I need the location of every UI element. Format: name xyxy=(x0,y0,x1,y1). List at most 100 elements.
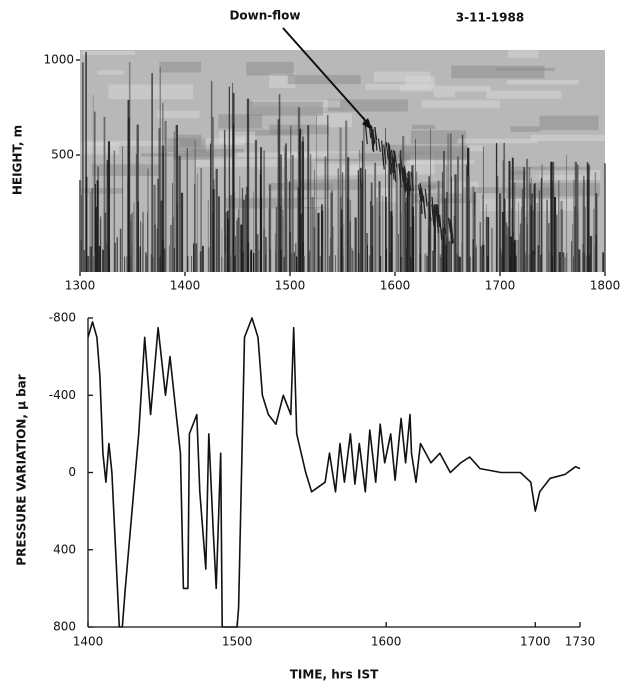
texture xyxy=(383,144,387,164)
texture xyxy=(447,217,452,233)
y-tick-label: 800 xyxy=(53,620,76,634)
arrow xyxy=(282,27,373,129)
texture xyxy=(449,219,453,245)
texture xyxy=(174,151,214,160)
texture xyxy=(224,197,325,209)
texture xyxy=(389,150,393,174)
texture xyxy=(91,164,160,176)
texture xyxy=(403,165,408,180)
texture xyxy=(398,163,402,184)
texture xyxy=(424,188,428,207)
texture xyxy=(410,130,467,144)
texture xyxy=(404,174,408,190)
texture xyxy=(84,140,181,147)
x-tick-label: 1800 xyxy=(590,279,620,293)
texture xyxy=(427,202,432,222)
texture xyxy=(372,128,376,144)
texture xyxy=(81,50,136,56)
texture xyxy=(97,70,124,75)
x-tick-label: 1400 xyxy=(170,279,201,293)
x-tick-label: 1500 xyxy=(275,279,306,293)
texture xyxy=(287,74,361,85)
texture xyxy=(108,84,194,100)
texture xyxy=(80,188,124,194)
x-tick-label: 1500 xyxy=(222,635,253,649)
x-tick-label: 1300 xyxy=(65,279,96,293)
texture xyxy=(234,129,304,136)
texture xyxy=(399,85,491,92)
texture xyxy=(218,114,262,129)
texture xyxy=(394,151,398,168)
date: 3-11-1988 xyxy=(456,11,524,25)
texture xyxy=(431,196,435,222)
texture xyxy=(402,167,407,193)
y-tick-label: 400 xyxy=(53,542,76,556)
texture xyxy=(450,222,454,244)
texture xyxy=(387,142,391,165)
texture xyxy=(507,79,579,85)
texture xyxy=(167,138,206,153)
texture xyxy=(316,113,353,128)
y-tick-label: -400 xyxy=(49,388,76,402)
x-tick-label: 1700 xyxy=(520,635,551,649)
texture xyxy=(400,157,404,182)
y-tick-label: 0 xyxy=(68,465,76,479)
texture xyxy=(392,149,397,163)
texture xyxy=(457,138,538,144)
texture xyxy=(419,189,423,214)
arrow-head xyxy=(362,118,372,130)
texture xyxy=(327,99,408,112)
pressure-line xyxy=(87,317,581,628)
texture xyxy=(159,61,202,73)
texture xyxy=(431,204,435,226)
texture xyxy=(419,183,423,202)
texture xyxy=(539,115,599,131)
texture xyxy=(80,142,120,155)
texture xyxy=(412,124,435,130)
texture xyxy=(407,172,411,197)
texture xyxy=(365,83,432,90)
texture xyxy=(237,152,328,157)
y-axis-label: PRESSURE VARIATION, μ bar xyxy=(15,374,29,565)
x-tick-label: 1600 xyxy=(371,635,402,649)
x-tick-label: 1730 xyxy=(565,635,596,649)
texture xyxy=(422,195,426,216)
texture xyxy=(443,220,447,235)
texture xyxy=(406,160,475,165)
texture xyxy=(392,158,396,174)
texture xyxy=(401,166,405,189)
y-tick-label: 500 xyxy=(51,148,74,162)
texture xyxy=(195,159,286,167)
texture xyxy=(435,207,440,234)
texture xyxy=(374,71,431,82)
texture xyxy=(508,50,539,58)
texture xyxy=(381,146,385,170)
texture xyxy=(410,172,414,192)
texture xyxy=(377,138,381,152)
texture xyxy=(249,101,324,116)
texture xyxy=(364,122,368,145)
texture xyxy=(385,142,389,160)
echogram-image xyxy=(79,50,606,272)
texture xyxy=(530,134,605,141)
x-tick-label: 1400 xyxy=(73,635,104,649)
y-axis-label: HEIGHT, m xyxy=(11,125,25,195)
x-tick-label: 1600 xyxy=(380,279,411,293)
texture xyxy=(405,76,435,87)
texture xyxy=(486,90,562,99)
texture xyxy=(391,153,395,180)
texture xyxy=(435,203,440,218)
texture xyxy=(374,127,378,151)
texture xyxy=(451,65,545,79)
texture xyxy=(156,110,200,119)
y-tick-label: 1000 xyxy=(43,53,74,67)
texture xyxy=(246,61,294,76)
texture xyxy=(376,188,398,203)
texture xyxy=(439,214,443,240)
texture xyxy=(433,91,455,98)
annotation: Down-flow xyxy=(229,9,300,23)
x-tick-label: 1700 xyxy=(485,279,516,293)
texture xyxy=(527,170,601,181)
texture xyxy=(510,126,541,132)
